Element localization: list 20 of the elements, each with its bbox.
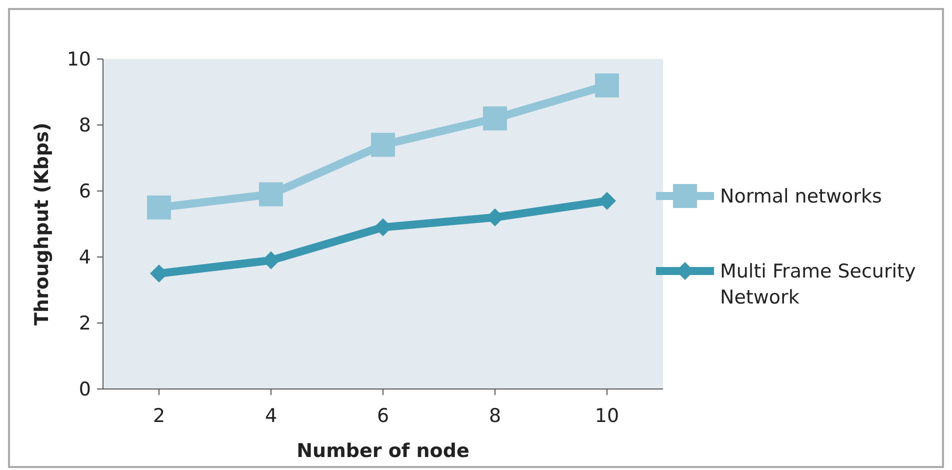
x-tick-label: 2 bbox=[152, 405, 166, 427]
y-tick-label: 4 bbox=[78, 246, 91, 269]
point bbox=[259, 182, 283, 206]
x-tick-label: 6 bbox=[376, 405, 390, 427]
point bbox=[147, 196, 171, 220]
y-tick-label: 0 bbox=[78, 378, 91, 401]
legend-label: Normal networks bbox=[720, 186, 882, 208]
x-tick-label: 10 bbox=[594, 405, 620, 427]
y-axis-title: Throughput (Kbps) bbox=[31, 122, 53, 326]
y-tick-label: 10 bbox=[66, 48, 91, 71]
y-tick-label: 2 bbox=[78, 312, 91, 335]
point bbox=[483, 106, 507, 130]
legend-label: Multi Frame Security Network bbox=[720, 260, 916, 308]
y-tick-label: 6 bbox=[78, 180, 91, 203]
x-tick-label: 4 bbox=[264, 405, 278, 427]
y-tick-label: 8 bbox=[78, 114, 91, 137]
point bbox=[371, 132, 395, 157]
point bbox=[595, 73, 619, 98]
x-axis-title: Number of node bbox=[296, 440, 470, 462]
x-tick-label: 8 bbox=[488, 405, 502, 427]
